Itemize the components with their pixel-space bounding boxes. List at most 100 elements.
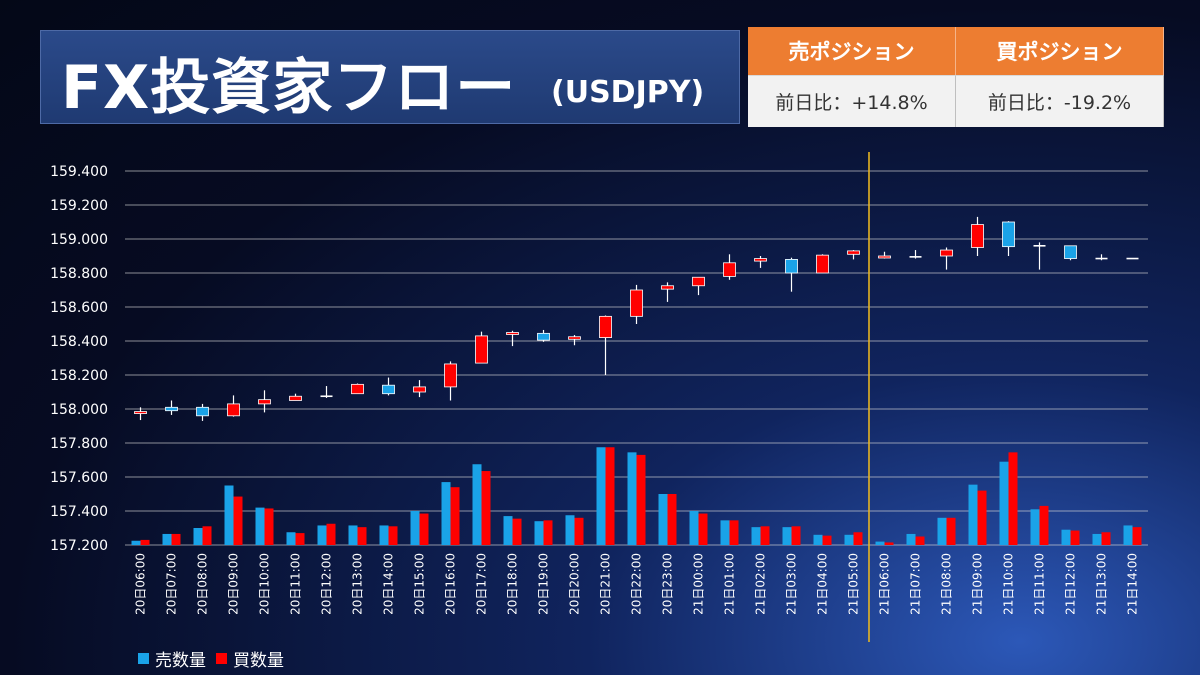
candle-body <box>134 411 147 414</box>
x-tick-label: 20日14:00 <box>382 553 396 615</box>
buy-volume-bar <box>1101 532 1111 545</box>
candle-body <box>940 249 953 257</box>
sell-volume-bar <box>410 511 420 545</box>
x-tick-label: 20日11:00 <box>289 553 303 615</box>
buy-legend-swatch <box>216 653 227 664</box>
buy-volume-bar <box>295 533 305 545</box>
candle-body <box>816 254 829 274</box>
y-tick-label: 158.800 <box>50 266 108 282</box>
buy-volume-bar <box>233 496 243 545</box>
candle-body <box>382 384 395 395</box>
y-tick-label: 158.000 <box>50 402 108 418</box>
sell-volume-bar <box>1123 525 1133 545</box>
y-tick-label: 158.400 <box>50 334 108 350</box>
candle-body <box>537 332 550 341</box>
title-box: FX投資家フロー (USDJPY) <box>40 30 740 124</box>
candle-body <box>258 399 271 405</box>
y-tick-label: 158.200 <box>50 368 108 384</box>
sell-volume-bar <box>751 527 761 545</box>
legend: 売数量 買数量 <box>138 646 284 671</box>
sell-volume-bar <box>286 532 296 545</box>
sell-volume-bar <box>1061 529 1071 545</box>
x-tick-label: 20日12:00 <box>320 553 334 615</box>
buy-volume-bar <box>481 471 491 545</box>
sell-volume-bar <box>782 527 792 545</box>
sell-volume-bar <box>720 520 730 545</box>
buy-volume-bar <box>853 532 863 545</box>
sell-volume-bar <box>472 464 482 545</box>
sell-volume-bar <box>937 517 947 545</box>
sell-volume-bar <box>441 482 451 545</box>
sell-volume-bar <box>999 461 1009 545</box>
buy-legend-label: 買数量 <box>233 651 284 671</box>
buy-volume-bar <box>450 487 460 545</box>
buy-volume-bar <box>326 523 336 545</box>
sell-position-header: 売ポジション <box>748 27 956 75</box>
buy-volume-bar <box>946 517 956 545</box>
sell-volume-bar <box>503 516 513 545</box>
sell-position-change: 前日比：+14.8% <box>748 75 956 127</box>
sell-volume-bar <box>565 515 575 545</box>
candle-body <box>506 332 519 335</box>
x-tick-label: 21日11:00 <box>1033 553 1047 615</box>
candle-body <box>692 276 705 287</box>
buy-volume-bar <box>543 520 553 545</box>
buy-volume-bar <box>605 447 615 545</box>
sell-volume-bar <box>162 533 172 545</box>
buy-volume-bar <box>512 518 522 545</box>
candle-body <box>599 315 612 339</box>
x-tick-label: 20日20:00 <box>568 553 582 615</box>
sell-volume-bar <box>1030 509 1040 545</box>
candle-body <box>1002 221 1015 248</box>
sell-volume-bar <box>379 525 389 545</box>
x-tick-label: 21日00:00 <box>692 553 706 615</box>
buy-position-change: 前日比：-19.2% <box>956 75 1164 127</box>
candle-body <box>847 250 860 255</box>
candle-body <box>723 262 736 277</box>
y-tick-label: 159.200 <box>50 198 108 214</box>
candle-body <box>227 403 240 417</box>
x-tick-label: 20日13:00 <box>351 553 365 615</box>
candle-body <box>475 335 488 364</box>
x-tick-label: 20日17:00 <box>475 553 489 615</box>
candle-body <box>413 386 426 393</box>
candle-body <box>165 406 178 412</box>
sell-volume-bar <box>968 484 978 545</box>
buy-volume-bar <box>202 526 212 545</box>
x-tick-label: 20日22:00 <box>630 553 644 615</box>
x-tick-label: 21日05:00 <box>847 553 861 615</box>
buy-volume-bar <box>1132 527 1142 545</box>
buy-volume-bar <box>729 520 739 545</box>
y-tick-label: 157.200 <box>50 538 108 554</box>
candle-body <box>971 224 984 248</box>
sell-volume-bar <box>875 541 885 545</box>
buy-volume-bar <box>698 513 708 545</box>
sell-volume-bar <box>813 534 823 545</box>
x-tick-label: 20日08:00 <box>196 553 210 615</box>
sell-legend-label: 売数量 <box>155 651 206 671</box>
sell-volume-bar <box>689 511 699 545</box>
sell-volume-bar <box>131 540 141 545</box>
x-tick-label: 20日15:00 <box>413 553 427 615</box>
x-tick-label: 20日19:00 <box>537 553 551 615</box>
x-tick-label: 21日14:00 <box>1126 553 1140 615</box>
x-tick-label: 20日18:00 <box>506 553 520 615</box>
y-tick-label: 157.600 <box>50 470 108 486</box>
x-tick-label: 21日01:00 <box>723 553 737 615</box>
buy-volume-bar <box>357 527 367 545</box>
x-tick-label: 20日21:00 <box>599 553 613 615</box>
x-tick-label: 20日16:00 <box>444 553 458 615</box>
sell-volume-bar <box>596 447 606 545</box>
buy-position-header: 買ポジション <box>956 27 1164 75</box>
candle-body <box>754 258 767 262</box>
chart-title: FX投資家フロー <box>61 53 517 123</box>
buy-volume-bar <box>667 494 677 545</box>
x-tick-label: 21日04:00 <box>816 553 830 615</box>
candle-body <box>351 383 364 395</box>
y-tick-label: 159.000 <box>50 232 108 248</box>
buy-volume-bar <box>915 536 925 545</box>
buy-volume-bar <box>977 490 987 545</box>
sell-volume-bar <box>193 528 203 545</box>
y-tick-label: 157.800 <box>50 436 108 452</box>
